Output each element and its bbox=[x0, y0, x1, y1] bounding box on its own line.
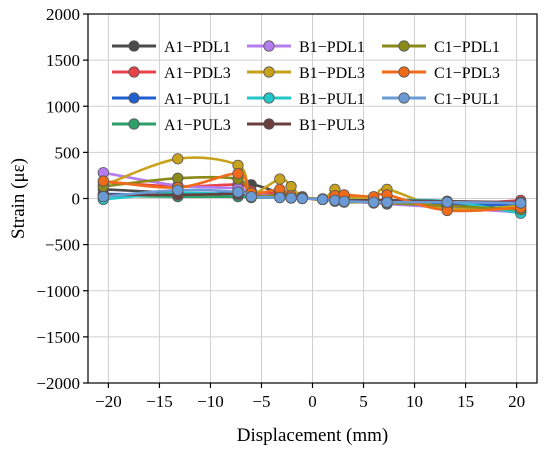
legend-item: C1−PDL1 bbox=[382, 39, 500, 56]
y-tick-label: 500 bbox=[55, 143, 81, 162]
legend-label: A1−PUL3 bbox=[164, 117, 231, 134]
legend-label: A1−PUL1 bbox=[164, 91, 231, 108]
y-tick-label: 1500 bbox=[46, 51, 80, 70]
data-point bbox=[232, 168, 244, 180]
y-tick-label: −1500 bbox=[36, 328, 80, 347]
legend-label: C1−PUL1 bbox=[434, 91, 500, 108]
legend-label: C1−PDL3 bbox=[434, 65, 500, 82]
data-point bbox=[97, 175, 109, 187]
legend-swatch-marker bbox=[128, 66, 140, 78]
legend-swatch-marker bbox=[398, 92, 410, 104]
data-point bbox=[329, 194, 341, 206]
data-point bbox=[274, 173, 286, 185]
legend-label: B1−PUL1 bbox=[299, 91, 365, 108]
legend-label: B1−PDL3 bbox=[299, 65, 365, 82]
data-point bbox=[245, 191, 257, 203]
data-point bbox=[172, 153, 184, 165]
legend-item: C1−PDL3 bbox=[382, 65, 500, 82]
y-tick-label: −1000 bbox=[36, 282, 80, 301]
legend-label: B1−PUL3 bbox=[299, 117, 365, 134]
x-axis-title: Displacement (mm) bbox=[237, 425, 388, 446]
y-tick-label: −2000 bbox=[36, 374, 80, 393]
data-point bbox=[338, 195, 350, 207]
data-point bbox=[274, 192, 286, 204]
y-tick-label: 0 bbox=[72, 190, 81, 209]
legend-swatch-marker bbox=[263, 40, 275, 52]
x-tick-label: 15 bbox=[457, 392, 474, 411]
x-tick-label: −10 bbox=[197, 392, 224, 411]
legend-swatch-marker bbox=[263, 66, 275, 78]
legend-swatch-marker bbox=[398, 66, 410, 78]
legend: A1−PDL1 A1−PDL3 A1−PUL1 A1−PUL3 B1−PDL1 B1−PD… bbox=[112, 39, 500, 134]
ticks: −20 −15 −10 −5 0 5 10 15 20 −2000 −1500 −1000 −500 0 5… bbox=[36, 5, 525, 411]
data-point bbox=[317, 193, 329, 205]
legend-swatch-marker bbox=[398, 40, 410, 52]
legend-item: B1−PDL1 bbox=[247, 39, 365, 56]
data-point bbox=[296, 192, 308, 205]
legend-item: B1−PDL3 bbox=[247, 65, 365, 82]
data-point bbox=[368, 196, 380, 208]
legend-item: A1−PUL3 bbox=[112, 117, 231, 134]
series-11 bbox=[97, 184, 527, 209]
x-tick-label: −20 bbox=[95, 392, 122, 411]
data-point bbox=[172, 184, 184, 196]
legend-label: B1−PDL1 bbox=[299, 39, 365, 56]
y-tick-label: −500 bbox=[45, 236, 80, 255]
x-tick-label: 5 bbox=[359, 392, 368, 411]
data-point bbox=[232, 186, 244, 198]
legend-label: A1−PDL1 bbox=[164, 39, 231, 56]
legend-swatch-marker bbox=[128, 92, 140, 104]
legend-item: A1−PDL3 bbox=[112, 65, 231, 82]
data-point bbox=[381, 196, 393, 208]
series-layer bbox=[97, 153, 527, 219]
y-axis-title: Strain (με) bbox=[8, 158, 29, 239]
x-tick-label: −15 bbox=[146, 392, 173, 411]
data-point bbox=[441, 196, 453, 208]
x-tick-label: 10 bbox=[406, 392, 423, 411]
legend-swatch-marker bbox=[128, 118, 140, 130]
x-tick-label: 0 bbox=[308, 392, 317, 411]
legend-item: B1−PUL1 bbox=[247, 91, 365, 108]
legend-item: C1−PUL1 bbox=[382, 91, 500, 108]
data-point bbox=[515, 197, 527, 209]
x-tick-label: 20 bbox=[508, 392, 525, 411]
data-point bbox=[97, 191, 109, 203]
legend-label: C1−PDL1 bbox=[434, 39, 500, 56]
data-point bbox=[285, 192, 297, 204]
legend-swatch-marker bbox=[128, 40, 140, 52]
y-tick-label: 1000 bbox=[46, 97, 80, 116]
legend-item: A1−PUL1 bbox=[112, 91, 231, 108]
legend-label: A1−PDL3 bbox=[164, 65, 231, 82]
legend-swatch-marker bbox=[263, 118, 275, 130]
legend-swatch-marker bbox=[263, 92, 275, 104]
legend-item: B1−PUL3 bbox=[247, 117, 365, 134]
legend-item: A1−PDL1 bbox=[112, 39, 231, 56]
y-tick-label: 2000 bbox=[46, 5, 80, 24]
x-tick-label: −5 bbox=[252, 392, 270, 411]
